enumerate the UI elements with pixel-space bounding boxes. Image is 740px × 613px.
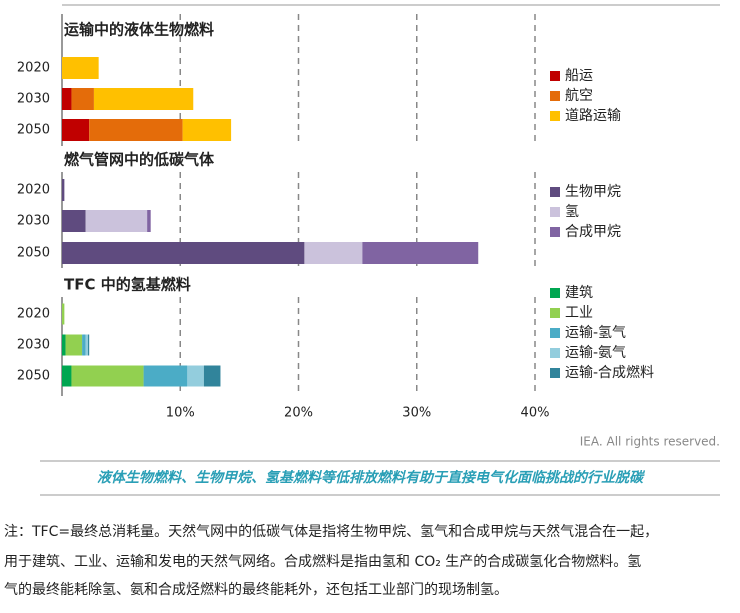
bar-segment — [62, 334, 66, 356]
legend-label: 运输-合成燃料 — [565, 364, 654, 381]
y-tick-label: 2030 — [17, 92, 50, 107]
y-tick-label: 2050 — [17, 123, 50, 138]
legend-label: 工业 — [565, 305, 593, 321]
legend-swatch — [550, 227, 560, 237]
bar-segment — [65, 334, 83, 356]
bar-segment — [362, 242, 479, 264]
bar-segment — [71, 365, 144, 387]
bar-segment — [88, 334, 90, 356]
bar-segment — [62, 303, 65, 325]
bar-segment — [62, 365, 72, 387]
legend-swatch — [550, 328, 560, 338]
legend-label: 道路运输 — [565, 108, 621, 124]
legend-label: 生物甲烷 — [565, 184, 621, 200]
bar-segment — [147, 210, 151, 232]
y-tick-label: 2030 — [17, 214, 50, 229]
bar-segment — [82, 334, 86, 356]
bar-segment — [62, 242, 305, 264]
bar-segment — [85, 210, 148, 232]
legend-label: 船运 — [565, 68, 593, 84]
legend-label: 运输-氢气 — [565, 325, 626, 341]
panel-title: TFC 中的氢基燃料 — [64, 276, 191, 294]
bar-segment — [62, 210, 86, 232]
legend-swatch — [550, 207, 560, 217]
bar-segment — [62, 179, 65, 201]
note-line: 用于建筑、工业、运输和发电的天然气网络。合成燃料是指由氢和 CO₂ 生产的合成碳… — [4, 553, 641, 570]
legend-swatch — [550, 368, 560, 378]
y-tick-label: 2020 — [17, 307, 50, 322]
legend-label: 合成甲烷 — [565, 224, 621, 240]
legend-swatch — [550, 91, 560, 101]
legend-swatch — [550, 348, 560, 358]
y-tick-label: 2020 — [17, 183, 50, 198]
y-tick-label: 2030 — [17, 338, 50, 353]
legend-label: 航空 — [565, 88, 593, 104]
x-tick-label: 10% — [166, 406, 195, 421]
bar-segment — [203, 365, 221, 387]
bar-segment — [143, 365, 188, 387]
bar-segment — [182, 119, 232, 141]
x-tick-label: 30% — [402, 406, 431, 421]
bar-segment — [304, 242, 363, 264]
legend-swatch — [550, 308, 560, 318]
caption: 液体生物燃料、生物甲烷、氢基燃料等低排放燃料有助于直接电气化面临挑战的行业脱碳 — [97, 469, 646, 486]
y-tick-label: 2050 — [17, 246, 50, 261]
note-line: 注：TFC=最终总消耗量。天然气网中的低碳气体是指将生物甲烷、氢气和合成甲烷与天… — [4, 523, 658, 540]
bar-segment — [62, 119, 90, 141]
bar-segment — [62, 88, 72, 110]
bar-segment — [71, 88, 94, 110]
legend-label: 建筑 — [565, 285, 593, 301]
note-line: 气的最终能耗除氢、氨和合成烃燃料的最终能耗外，还包括工业部门的现场制氢。 — [4, 581, 508, 598]
bar-segment — [93, 88, 194, 110]
bar-segment — [85, 334, 89, 356]
legend-swatch — [550, 111, 560, 121]
legend-label: 运输-氨气 — [565, 345, 626, 361]
legend-swatch — [550, 71, 560, 81]
panel-title: 燃气管网中的低碳气体 — [64, 151, 215, 169]
legend-swatch — [550, 187, 560, 197]
y-tick-label: 2020 — [17, 61, 50, 76]
panel-title: 运输中的液体生物燃料 — [64, 21, 214, 39]
bar-segment — [62, 57, 99, 79]
x-tick-label: 40% — [521, 406, 550, 421]
legend-swatch — [550, 288, 560, 298]
legend-label: 氢 — [565, 204, 579, 220]
y-tick-label: 2050 — [17, 369, 50, 384]
bar-segment — [89, 119, 183, 141]
bar-segment — [187, 365, 204, 387]
x-tick-label: 20% — [284, 406, 313, 421]
source: IEA. All rights reserved. — [580, 435, 720, 449]
